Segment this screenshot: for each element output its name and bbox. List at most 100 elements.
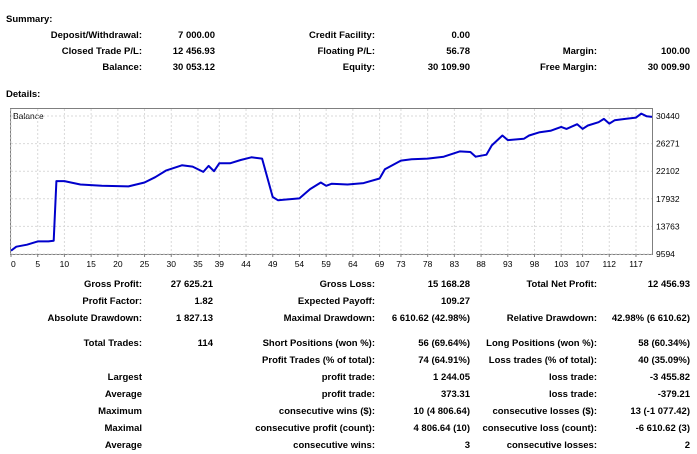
- details-value: 1 827.13: [176, 313, 213, 324]
- summary-value: 0.00: [451, 30, 471, 41]
- summary-value: 100.00: [660, 46, 690, 57]
- details-label: consecutive wins:: [293, 440, 375, 451]
- summary-heading: Summary:: [6, 14, 53, 25]
- details-label: consecutive loss (count):: [482, 423, 597, 434]
- details-label: consecutive profit (count):: [255, 423, 375, 434]
- summary-value: 30 053.12: [172, 62, 215, 73]
- y-tick-label: 30440: [656, 111, 680, 121]
- details-value: 15 168.28: [427, 279, 470, 290]
- x-tick-label: 73: [396, 259, 406, 269]
- summary-value: 56.78: [446, 46, 470, 57]
- details-label: Gross Loss:: [319, 279, 375, 290]
- details-value: 40 (35.09%): [638, 355, 690, 366]
- details-label: Gross Profit:: [83, 279, 142, 290]
- x-tick-label: 88: [476, 259, 486, 269]
- x-tick-label: 39: [215, 259, 225, 269]
- details-label: Profit Factor:: [82, 296, 142, 307]
- summary-label: Free Margin:: [539, 62, 597, 73]
- details-label: Maximal: [104, 423, 143, 434]
- summary-label: Deposit/Withdrawal:: [50, 30, 142, 41]
- y-tick-label: 26271: [656, 139, 680, 149]
- details-label: Short Positions (won %):: [262, 338, 375, 349]
- x-tick-label: 5: [35, 259, 40, 269]
- x-tick-label: 83: [450, 259, 460, 269]
- summary-label: Margin:: [562, 46, 597, 57]
- details-value: 3: [464, 440, 470, 451]
- summary-label: Credit Facility:: [309, 30, 375, 41]
- details-value: 13 (-1 077.42): [630, 406, 690, 417]
- details-label: loss trade:: [548, 389, 597, 400]
- x-tick-label: 54: [295, 259, 305, 269]
- details-label: Expected Payoff:: [297, 296, 375, 307]
- x-tick-label: 112: [602, 259, 616, 269]
- x-tick-label: 78: [423, 259, 433, 269]
- details-value: 12 456.93: [647, 279, 690, 290]
- details-value: 373.31: [440, 389, 470, 400]
- details-value: 58 (60.34%): [638, 338, 690, 349]
- x-tick-label: 107: [575, 259, 589, 269]
- x-tick-label: 64: [348, 259, 358, 269]
- details-label: Loss trades (% of total):: [488, 355, 597, 366]
- x-tick-label: 44: [241, 259, 251, 269]
- details-label: consecutive losses ($):: [492, 406, 597, 417]
- x-tick-label: 10: [60, 259, 70, 269]
- x-tick-label: 20: [113, 259, 123, 269]
- details-label: Absolute Drawdown:: [47, 313, 142, 324]
- details-value: 4 806.64 (10): [413, 423, 470, 434]
- summary-label: Balance:: [102, 62, 142, 73]
- summary-value: 30 109.90: [427, 62, 470, 73]
- details-label: Total Trades:: [83, 338, 142, 349]
- x-tick-label: 98: [530, 259, 540, 269]
- details-value: -6 610.62 (3): [635, 423, 690, 434]
- details-value: 1 244.05: [433, 372, 470, 383]
- summary-label: Equity:: [342, 62, 375, 73]
- details-label: Average: [104, 440, 142, 451]
- x-tick-label: 49: [268, 259, 278, 269]
- summary-label: Floating P/L:: [317, 46, 375, 57]
- details-value: 114: [197, 338, 213, 349]
- details-value: 1.82: [194, 296, 214, 307]
- details-value: 27 625.21: [170, 279, 213, 290]
- summary-label: Closed Trade P/L:: [61, 46, 142, 57]
- details-label: Maximum: [98, 406, 142, 417]
- details-label: loss trade:: [548, 372, 597, 383]
- x-tick-label: 93: [503, 259, 513, 269]
- details-label: consecutive wins ($):: [278, 406, 375, 417]
- details-label: Relative Drawdown:: [506, 313, 597, 324]
- details-label: Maximal Drawdown:: [283, 313, 375, 324]
- details-value: 2: [684, 440, 690, 451]
- details-label: Largest: [107, 372, 142, 383]
- details-label: Total Net Profit:: [526, 279, 597, 290]
- details-value: -379.21: [657, 389, 690, 400]
- details-value: -3 455.82: [649, 372, 690, 383]
- details-value: 74 (64.91%): [418, 355, 470, 366]
- details-label: consecutive losses:: [506, 440, 597, 451]
- details-label: Average: [104, 389, 142, 400]
- x-tick-label: 103: [554, 259, 568, 269]
- summary-value: 30 009.90: [647, 62, 690, 73]
- balance-chart-frame: [10, 108, 653, 255]
- x-tick-label: 25: [140, 259, 150, 269]
- y-tick-label: 17932: [656, 194, 680, 204]
- details-value: 56 (69.64%): [418, 338, 470, 349]
- details-label: Long Positions (won %):: [486, 338, 597, 349]
- x-tick-label: 30: [167, 259, 177, 269]
- x-tick-label: 117: [629, 259, 643, 269]
- x-tick-label: 69: [375, 259, 385, 269]
- summary-value: 7 000.00: [178, 30, 215, 41]
- details-value: 10 (4 806.64): [413, 406, 470, 417]
- summary-value: 12 456.93: [172, 46, 215, 57]
- details-label: profit trade:: [321, 372, 375, 383]
- details-value: 42.98% (6 610.62): [611, 313, 690, 324]
- details-heading: Details:: [6, 89, 41, 100]
- details-value: 6 610.62 (42.98%): [391, 313, 470, 324]
- x-tick-label: 15: [86, 259, 96, 269]
- y-tick-label: 9594: [656, 249, 675, 259]
- y-tick-label: 13763: [656, 221, 680, 231]
- x-tick-label: 0: [11, 259, 16, 269]
- details-label: profit trade:: [321, 389, 375, 400]
- details-value: 109.27: [440, 296, 470, 307]
- balance-series-line: [10, 112, 653, 252]
- y-tick-label: 22102: [656, 166, 680, 176]
